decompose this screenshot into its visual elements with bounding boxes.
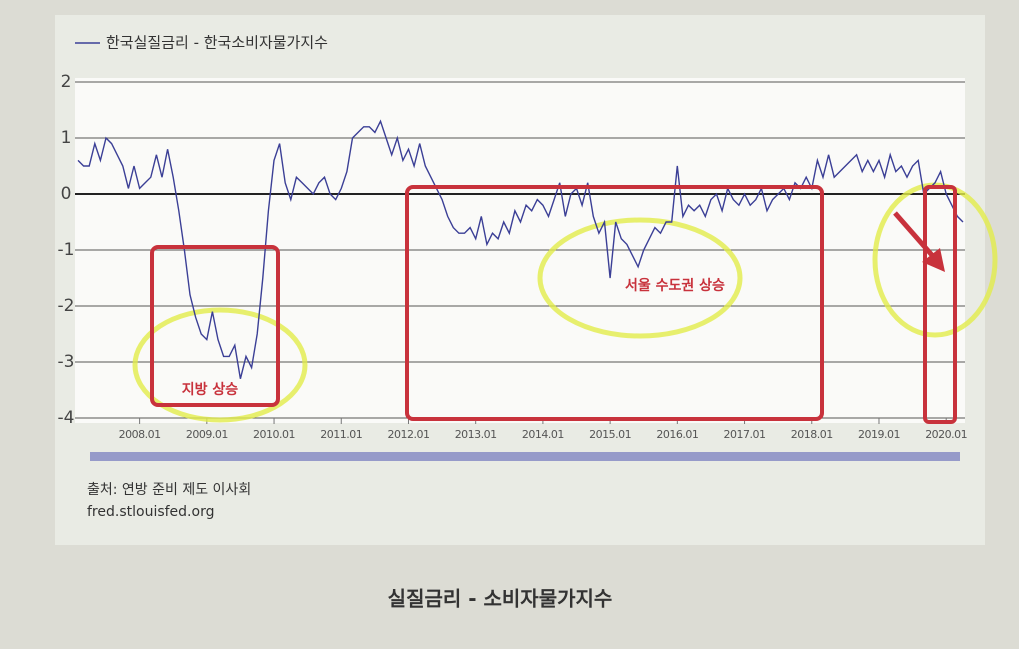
recession-band — [90, 452, 960, 461]
arrow-head — [922, 248, 945, 272]
y-tick-label: 0 — [61, 184, 72, 204]
caption: 실질금리 - 소비자물가지수 — [388, 587, 613, 611]
highlight-box — [150, 245, 280, 407]
highlight-box — [923, 185, 957, 424]
arrow — [893, 211, 940, 264]
annotation: 지방 상승 — [182, 381, 239, 398]
x-tick-label: 2013.01 — [455, 428, 497, 441]
y-tick-label: -4 — [58, 408, 75, 428]
x-tick-label: 2016.01 — [656, 428, 698, 441]
highlight-circle — [132, 307, 308, 423]
highlight-box — [405, 185, 824, 421]
x-tick-label: 2018.01 — [791, 428, 833, 441]
y-tick-label: -3 — [58, 352, 75, 372]
y-tick-label: -2 — [58, 296, 75, 316]
source-url: fred.stlouisfed.org — [87, 504, 214, 520]
x-tick-label: 2009.01 — [186, 428, 228, 441]
highlight-circle — [537, 217, 743, 339]
plot — [77, 119, 964, 379]
x-tick-label: 2008.01 — [119, 428, 161, 441]
y-tick-label: 1 — [61, 128, 72, 148]
x-tick-label: 2020.01 — [925, 428, 967, 441]
x-tick-label: 2015.01 — [589, 428, 631, 441]
x-tick-label: 2019.01 — [858, 428, 900, 441]
x-tick-label: 2012.01 — [387, 428, 429, 441]
y-tick-label: -1 — [58, 240, 75, 260]
x-tick-label: 2010.01 — [253, 428, 295, 441]
x-tick-label: 2014.01 — [522, 428, 564, 441]
legend-label: 한국실질금리 - 한국소비자물가지수 — [106, 34, 328, 52]
y-tick-label: 2 — [61, 72, 72, 92]
source: 출처: 연방 준비 제도 이사회 — [87, 482, 251, 498]
annotation: 서울 수도권 상승 — [625, 277, 725, 294]
data-line — [77, 119, 964, 379]
x-tick-label: 2017.01 — [724, 428, 766, 441]
x-tick-label: 2011.01 — [320, 428, 362, 441]
